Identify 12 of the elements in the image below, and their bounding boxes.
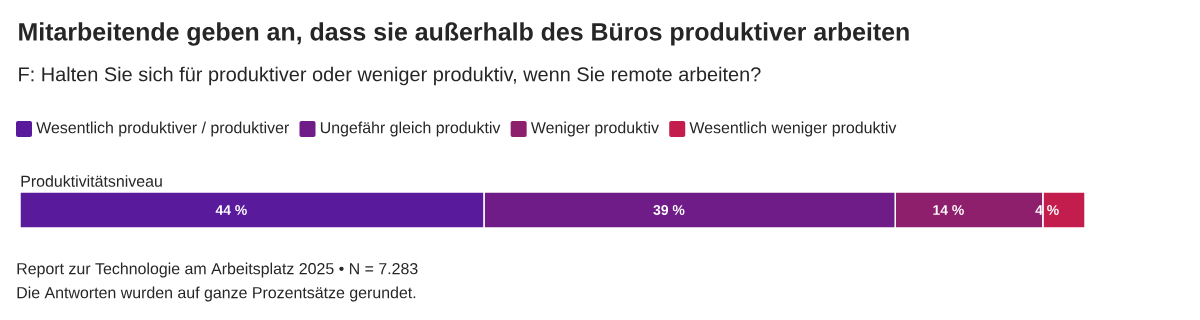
data-label: 14 %: [933, 205, 964, 215]
legend-label: Wesentlich produktiver / produktiver: [36, 121, 289, 137]
legend-label: Weniger produktiv: [530, 121, 659, 137]
data-label: 39 %: [653, 205, 685, 215]
data-label: 44 %: [215, 205, 247, 215]
text: Report zur Technologie am Arbeitsplatz 2025 • N = 7.283: [17, 262, 418, 278]
chart-title: Mitarbeitende geben an, dass sie außerhalb des Büros produktiver arbeiten: [19, 22, 909, 46]
chart-subtitle: F: Halten Sie sich für produktiver oder weniger produktiv, wenn Sie remote arbeiten?: [19, 66, 761, 86]
text: Die Antworten wurden auf ganze Prozentsätze gerundet.: [17, 286, 416, 302]
y-tick-label: Produktivitätsniveau: [21, 175, 162, 187]
legend-label: Wesentlich weniger produktiv: [689, 121, 897, 137]
legend-label: Ungefähr gleich produktiv: [320, 121, 501, 137]
